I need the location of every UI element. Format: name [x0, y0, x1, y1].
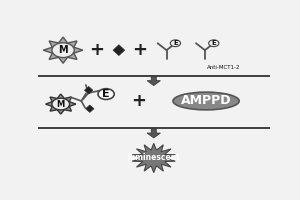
- FancyArrow shape: [147, 129, 160, 138]
- Polygon shape: [43, 37, 83, 63]
- Text: E: E: [212, 40, 216, 46]
- Text: M: M: [57, 100, 65, 109]
- Polygon shape: [85, 105, 94, 112]
- Text: +: +: [132, 41, 147, 59]
- Text: +: +: [131, 92, 146, 110]
- FancyArrow shape: [147, 76, 160, 86]
- Text: M: M: [58, 45, 68, 55]
- Polygon shape: [113, 45, 125, 56]
- Polygon shape: [132, 143, 175, 173]
- Text: luminescent: luminescent: [127, 153, 180, 162]
- Text: +: +: [89, 41, 104, 59]
- Ellipse shape: [173, 92, 239, 110]
- Circle shape: [209, 40, 219, 47]
- Polygon shape: [85, 87, 93, 94]
- Circle shape: [52, 98, 70, 110]
- Text: E: E: [173, 40, 178, 46]
- Circle shape: [98, 89, 114, 99]
- Polygon shape: [46, 94, 76, 114]
- Text: E: E: [102, 89, 110, 99]
- Circle shape: [52, 43, 74, 58]
- Text: Anti-MCT1-2: Anti-MCT1-2: [207, 65, 240, 70]
- Circle shape: [170, 40, 181, 47]
- Text: AMPPD: AMPPD: [181, 95, 231, 108]
